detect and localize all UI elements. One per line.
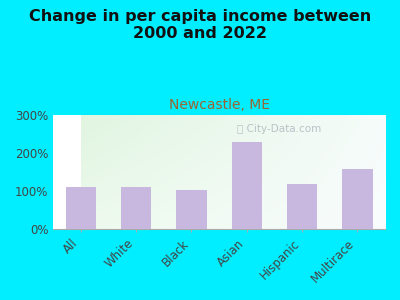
Title: Newcastle, ME: Newcastle, ME (169, 98, 270, 112)
Bar (121, 187, 151, 229)
Bar (66, 187, 96, 229)
Text: ⓘ City-Data.com: ⓘ City-Data.com (237, 124, 321, 134)
Bar (232, 142, 262, 229)
Bar (176, 190, 207, 229)
Bar (342, 169, 372, 229)
Bar (287, 184, 317, 229)
Text: Change in per capita income between
2000 and 2022: Change in per capita income between 2000… (29, 9, 371, 41)
